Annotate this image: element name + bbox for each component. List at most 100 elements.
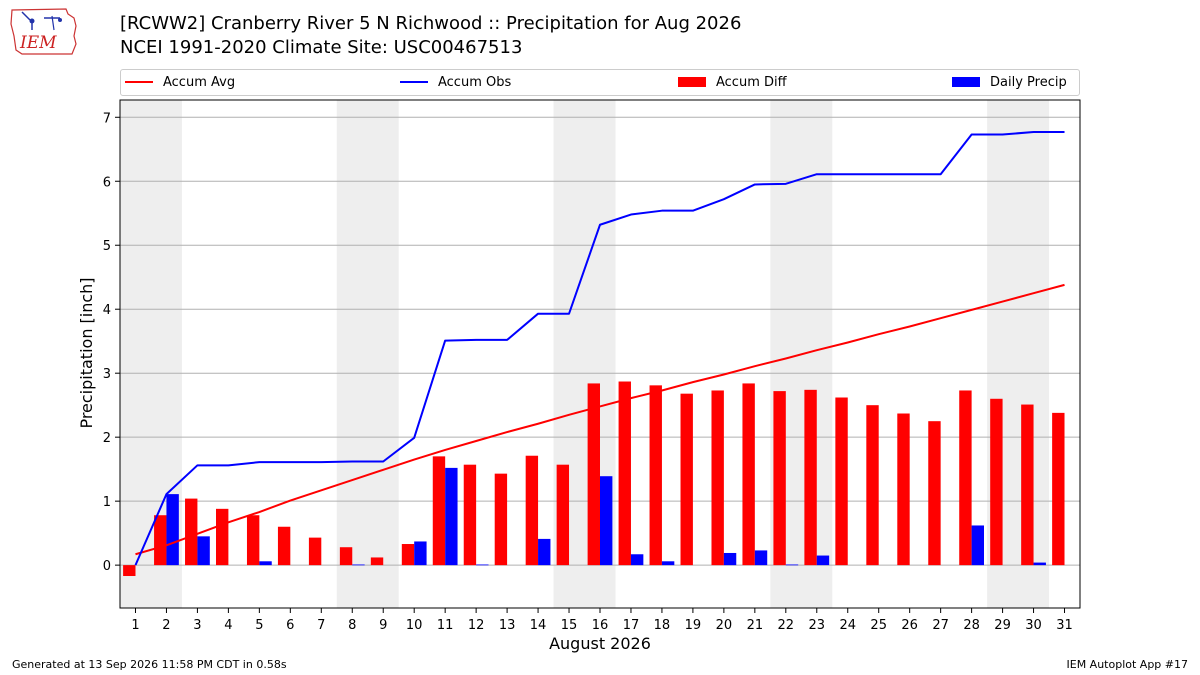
x-tick-label: 30 xyxy=(1025,618,1042,633)
x-tick-label: 17 xyxy=(623,618,640,633)
legend-item-accum-obs: Accum Obs xyxy=(400,73,511,91)
bar-daily-precip-day-28 xyxy=(971,525,984,566)
bar-accum-diff-day-14 xyxy=(525,455,539,566)
bar-accum-diff-day-11 xyxy=(432,456,446,566)
x-tick-label: 25 xyxy=(870,618,887,633)
bar-daily-precip-day-11 xyxy=(445,467,458,566)
bar-accum-diff-day-16 xyxy=(587,383,600,566)
bar-daily-precip-day-16 xyxy=(600,476,613,566)
bar-daily-precip-day-14 xyxy=(538,538,551,566)
bar-accum-diff-day-2 xyxy=(154,515,167,566)
x-tick-label: 9 xyxy=(379,618,387,633)
x-tick-label: 27 xyxy=(932,618,949,633)
legend-label-accum-diff: Accum Diff xyxy=(716,74,787,90)
y-tick-label: 4 xyxy=(103,303,111,318)
bar-accum-diff-day-19 xyxy=(680,393,693,566)
x-tick-label: 26 xyxy=(901,618,918,633)
bar-accum-diff-day-8 xyxy=(339,547,353,566)
bar-accum-diff-day-28 xyxy=(959,390,972,566)
legend-swatch-accum-diff xyxy=(678,77,706,87)
x-tick-label: 18 xyxy=(654,618,671,633)
x-tick-label: 22 xyxy=(778,618,795,633)
x-tick-label: 3 xyxy=(193,618,201,633)
bar-daily-precip-day-22 xyxy=(785,564,799,566)
bar-daily-precip-day-10 xyxy=(414,541,427,566)
bar-accum-diff-day-6 xyxy=(277,526,291,566)
bar-daily-precip-day-5 xyxy=(259,561,272,566)
x-tick-label: 14 xyxy=(530,618,547,633)
bar-accum-diff-day-30 xyxy=(1021,404,1034,566)
y-tick-label: 6 xyxy=(103,175,111,190)
line-accum-avg xyxy=(135,283,1065,556)
x-tick-label: 10 xyxy=(406,618,423,633)
x-tick-label: 4 xyxy=(224,618,232,633)
x-tick-label: 24 xyxy=(839,618,856,633)
chart-subtitle: NCEI 1991-2020 Climate Site: USC00467513 xyxy=(120,37,523,58)
legend-swatch-accum-obs xyxy=(400,81,428,83)
bar-accum-diff-day-27 xyxy=(928,421,941,566)
bar-accum-diff-day-7 xyxy=(308,537,322,566)
x-tick-label: 1 xyxy=(131,618,139,633)
x-tick-label: 20 xyxy=(716,618,733,633)
y-tick-label: 7 xyxy=(103,111,111,126)
legend-swatch-daily-precip xyxy=(952,77,980,87)
legend-swatch-accum-avg xyxy=(125,81,153,83)
bar-daily-precip-day-3 xyxy=(197,536,210,566)
x-tick-label: 19 xyxy=(685,618,702,633)
legend-label-accum-obs: Accum Obs xyxy=(438,74,512,90)
bar-accum-diff-day-13 xyxy=(494,473,508,566)
bar-daily-precip-day-17 xyxy=(630,554,644,566)
bar-accum-diff-day-4 xyxy=(216,508,229,566)
bar-accum-diff-day-20 xyxy=(711,390,724,566)
x-tick-label: 16 xyxy=(592,618,609,633)
bar-accum-diff-day-9 xyxy=(370,557,384,566)
x-tick-label: 13 xyxy=(499,618,516,633)
bar-daily-precip-day-18 xyxy=(661,561,675,566)
bar-accum-diff-day-1 xyxy=(123,565,136,577)
bars xyxy=(123,381,1065,577)
bar-daily-precip-day-8 xyxy=(352,564,365,566)
plot-frame xyxy=(119,99,1081,609)
lines xyxy=(134,130,1065,566)
x-tick-label: 6 xyxy=(286,618,294,633)
y-tick-label: 0 xyxy=(103,559,111,574)
bar-daily-precip-day-21 xyxy=(754,550,768,566)
bar-accum-diff-day-3 xyxy=(185,498,198,566)
y-axis-label: Precipitation [inch] xyxy=(77,277,96,428)
x-tick-label: 12 xyxy=(468,618,485,633)
x-tick-label: 15 xyxy=(561,618,578,633)
legend-item-accum-diff: Accum Diff xyxy=(678,73,787,91)
bar-accum-diff-day-25 xyxy=(866,405,879,566)
bar-daily-precip-day-23 xyxy=(816,555,830,566)
legend-item-accum-avg: Accum Avg xyxy=(125,73,235,91)
x-tick-label: 11 xyxy=(437,618,454,633)
bar-accum-diff-day-24 xyxy=(835,397,848,566)
x-tick-label: 5 xyxy=(255,618,263,633)
bar-accum-diff-day-26 xyxy=(897,413,910,566)
legend-item-daily-precip: Daily Precip xyxy=(952,73,1067,91)
y-tick-label: 1 xyxy=(103,495,111,510)
x-tick-label: 21 xyxy=(747,618,764,633)
bar-accum-diff-day-29 xyxy=(990,398,1003,566)
x-tick-label: 8 xyxy=(348,618,356,633)
bar-accum-diff-day-12 xyxy=(463,464,477,566)
bar-daily-precip-day-12 xyxy=(476,564,489,566)
bar-accum-diff-day-22 xyxy=(773,391,786,566)
bar-daily-precip-day-2 xyxy=(166,494,179,566)
x-tick-label: 28 xyxy=(963,618,980,633)
x-tick-label: 7 xyxy=(317,618,325,633)
x-tick-label: 23 xyxy=(809,618,826,633)
chart-title: [RCWW2] Cranberry River 5 N Richwood :: … xyxy=(120,13,742,34)
bar-accum-diff-day-17 xyxy=(618,381,631,566)
bar-accum-diff-day-31 xyxy=(1052,412,1065,566)
bar-accum-diff-day-21 xyxy=(742,383,755,566)
bar-accum-diff-day-5 xyxy=(246,515,260,566)
x-tick-label: 29 xyxy=(994,618,1011,633)
y-tick-label: 5 xyxy=(103,239,111,254)
x-axis-label: August 2026 xyxy=(549,634,651,653)
legend-label-accum-avg: Accum Avg xyxy=(163,74,236,90)
iem-logo: IEM xyxy=(8,6,83,58)
bar-accum-diff-day-23 xyxy=(804,389,817,566)
